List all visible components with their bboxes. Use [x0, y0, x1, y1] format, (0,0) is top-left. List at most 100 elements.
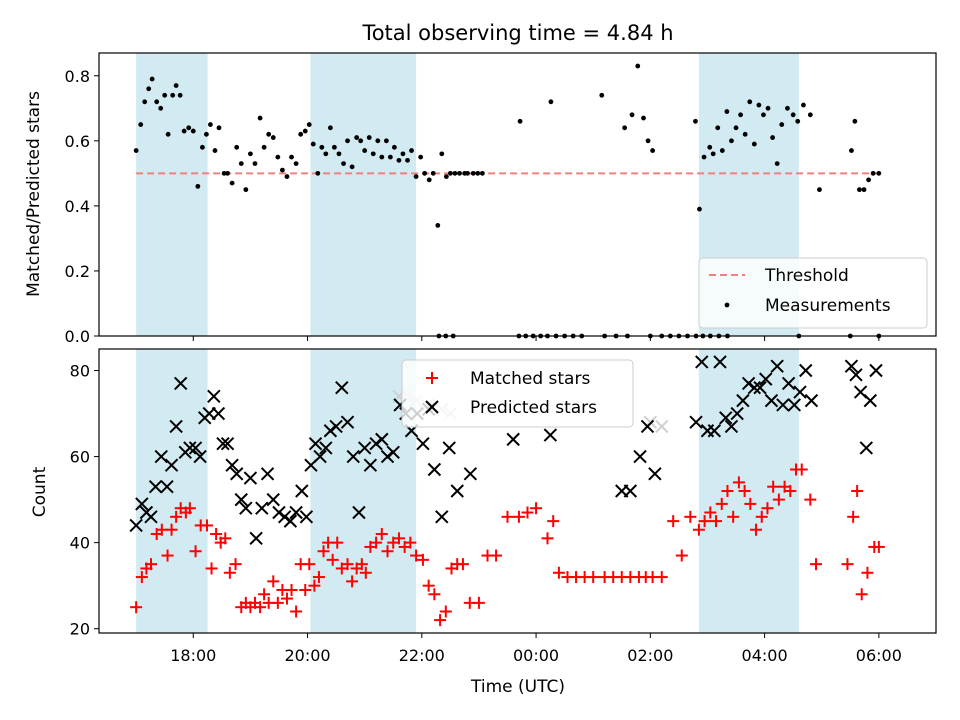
predicted-marker-stroke	[243, 471, 258, 485]
measurement-point	[751, 141, 757, 147]
predicted-star-point	[234, 492, 248, 507]
predicted-marker-stroke	[781, 376, 796, 391]
predicted-star-point	[144, 510, 158, 524]
predicted-star-point	[169, 419, 183, 434]
predicted-star-point	[216, 436, 230, 451]
bottom-y-tick-label: 40	[70, 534, 90, 553]
matched-star-point	[189, 545, 202, 558]
measurement-point	[341, 161, 346, 166]
top-y-tick-label: 0.0	[65, 327, 90, 346]
predicted-marker-stroke	[724, 419, 739, 434]
measurement-point	[349, 164, 355, 170]
measurement-point	[284, 174, 290, 180]
predicted-marker-stroke	[160, 479, 174, 494]
measurement-point	[470, 170, 476, 176]
predicted-marker-stroke	[335, 381, 349, 395]
matched-star-point	[472, 596, 485, 609]
measurement-point	[761, 112, 766, 118]
matched-star-point	[784, 485, 797, 497]
measurement-point	[479, 170, 485, 176]
predicted-star-point	[243, 471, 258, 485]
matched-star-point	[303, 558, 316, 571]
measurement-point	[548, 99, 554, 105]
predicted-star-point	[730, 406, 744, 421]
bottom-y-tick-label: 60	[70, 448, 90, 467]
predicted-marker-stroke	[188, 441, 203, 455]
measurement-point	[443, 174, 449, 180]
matched-star-point	[547, 515, 560, 528]
matched-star-point	[355, 558, 368, 571]
predicted-star-point	[154, 449, 168, 464]
measurement-point	[710, 151, 716, 157]
legend-measurements-swatch	[724, 302, 730, 308]
predicted-marker-stroke	[450, 484, 464, 498]
predicted-marker-stroke	[633, 449, 647, 464]
measurement-point	[707, 144, 713, 150]
measurement-point	[375, 138, 381, 144]
measurement-point	[430, 170, 436, 176]
matched-star-point	[285, 583, 298, 596]
legend-threshold-label: Threshold	[764, 266, 849, 286]
measurement-point	[212, 148, 218, 153]
matched-star-point	[135, 571, 148, 584]
measurement-point	[243, 187, 249, 193]
measurement-point	[387, 154, 393, 160]
bottom-x-tick-label: 18:00	[170, 646, 216, 665]
measurement-point	[234, 144, 240, 150]
measurement-point	[204, 131, 209, 137]
bottom-x-tick-label: 02:00	[627, 646, 673, 665]
predicted-star-point	[363, 458, 378, 472]
predicted-marker-stroke	[352, 505, 366, 520]
matched-star-point	[404, 536, 417, 549]
predicted-star-point	[506, 432, 520, 447]
matched-star-point	[331, 536, 344, 549]
matched-star-point	[229, 558, 242, 571]
matched-star-point	[684, 510, 697, 523]
measurement-point	[817, 187, 822, 193]
measurement-point	[857, 187, 862, 193]
predicted-marker-stroke	[216, 436, 230, 451]
predicted-marker-stroke	[747, 381, 762, 395]
predicted-star-point	[707, 424, 722, 438]
predicted-marker-stroke	[776, 398, 790, 412]
matched-star-point	[439, 605, 452, 618]
measurement-point	[248, 151, 253, 157]
predicted-marker-stroke	[144, 510, 158, 524]
predicted-marker-stroke	[129, 518, 143, 533]
measurement-point	[770, 135, 775, 140]
predicted-marker-stroke	[753, 381, 767, 395]
matched-star-point	[552, 566, 565, 579]
top-y-ticks: 0.0 0.2 0.4 0.6 0.8	[65, 67, 99, 346]
predicted-star-point	[308, 436, 323, 451]
measurement-point	[391, 144, 397, 150]
predicted-marker-stroke	[229, 467, 244, 481]
matched-star-point	[290, 605, 303, 618]
predicted-marker-stroke	[375, 432, 389, 447]
predicted-star-point	[211, 406, 226, 421]
legend-predicted-label: Predicted stars	[470, 398, 597, 418]
predicted-star-point	[260, 467, 275, 481]
matched-star-point	[855, 588, 868, 601]
bottom-x-tick-label: 06:00	[856, 646, 902, 665]
matched-star-point	[326, 553, 339, 566]
measurement-point	[149, 76, 155, 82]
predicted-marker-stroke	[169, 419, 183, 434]
matched-star-point	[541, 532, 554, 545]
predicted-star-point	[319, 441, 333, 455]
predicted-marker-stroke	[770, 359, 784, 373]
predicted-marker-stroke	[787, 398, 802, 412]
predicted-star-point	[648, 467, 662, 481]
measurement-point	[801, 102, 806, 108]
matched-star-point	[772, 493, 785, 506]
matched-star-point	[750, 523, 763, 536]
bottom-x-ticks: 18:00 20:00 22:00 00:00 02:00 04:00 06:00	[170, 633, 902, 665]
matched-star-point	[416, 553, 429, 566]
bottom-star-count-points	[129, 355, 885, 627]
predicted-marker-stroke	[148, 479, 163, 494]
measurement-point	[257, 115, 263, 121]
measurement-point	[200, 144, 205, 150]
matched-star-point	[761, 502, 774, 515]
measurement-point	[238, 161, 244, 166]
measurement-point	[279, 167, 285, 173]
matched-star-point	[317, 545, 330, 558]
